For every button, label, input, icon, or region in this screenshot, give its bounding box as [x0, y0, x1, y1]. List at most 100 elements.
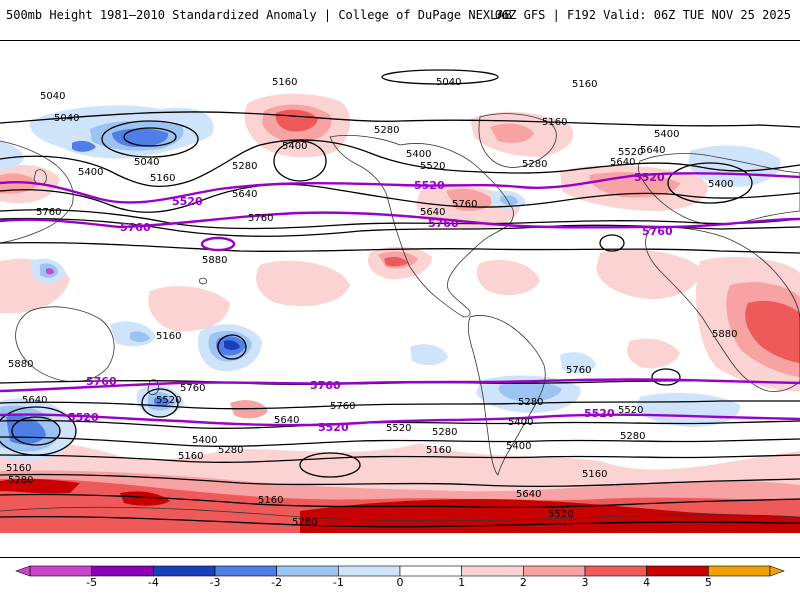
contour-line	[667, 162, 753, 204]
contour-line	[141, 388, 179, 418]
contour-label: 5520	[548, 509, 573, 520]
coastline-europe	[638, 153, 800, 226]
colorbar-bin	[523, 565, 586, 577]
contour-label: 5640	[640, 145, 665, 156]
colorbar-tick-label: -2	[271, 576, 283, 589]
contour-5520-south	[0, 413, 800, 427]
contour-5760-south	[0, 378, 800, 393]
highlight-label: 5760	[428, 217, 459, 230]
contour-label: 5640	[420, 207, 445, 218]
colorbar-bin	[214, 565, 277, 577]
colorbar-tick-label: -5	[86, 576, 98, 589]
coastline-greenland	[478, 113, 557, 168]
colorbar: -5 -4 -3 -2 -1 0 1 2 3 4 5	[0, 560, 800, 600]
contour-label: 5160	[178, 451, 203, 462]
anomaly-fill	[0, 141, 24, 169]
contour-line	[0, 400, 800, 410]
contour-label: 5280	[8, 475, 33, 486]
contour-label: 5040	[134, 157, 159, 168]
contour-label: 5400	[192, 435, 217, 446]
contour-label: 5640	[232, 189, 257, 200]
contour-label: 5280	[518, 397, 543, 408]
coastlines	[0, 113, 800, 522]
contour-label: 5280	[232, 161, 257, 172]
anomaly-fill	[300, 499, 800, 533]
anomaly-fill	[154, 396, 170, 406]
anomaly-fill	[446, 188, 494, 211]
contour-line	[0, 436, 800, 447]
colorbar-tick-label: 5	[704, 576, 712, 589]
contour-label: 5760	[36, 207, 61, 218]
contour-label: 5640	[274, 415, 299, 426]
colorbar-bin	[29, 565, 92, 577]
contour-label: 5400	[506, 441, 531, 452]
anomaly-fill	[384, 256, 408, 267]
anomaly-fill	[0, 478, 80, 494]
coastline-antarctica	[0, 506, 800, 522]
contour-label: 5160	[258, 495, 283, 506]
contour-line	[299, 452, 361, 478]
colorbar-min-arrow	[15, 565, 31, 577]
anomaly-fill	[130, 331, 150, 342]
anomaly-fill	[256, 260, 350, 307]
colorbar-tick-label: -4	[147, 576, 159, 589]
contour-label: 5520	[386, 423, 411, 434]
contour-line	[0, 406, 77, 456]
contour-label: 5400	[282, 141, 307, 152]
contour-label: 5520	[156, 395, 181, 406]
contour-line	[0, 241, 800, 254]
anomaly-fill	[596, 249, 701, 299]
contour-label: 5760	[566, 365, 591, 376]
contour-line	[0, 139, 800, 188]
anomaly-fill	[476, 259, 540, 296]
colorbar-bin	[338, 565, 401, 577]
anomaly-fill	[490, 123, 534, 143]
highlight-label: 5760	[86, 375, 117, 388]
contour-line	[0, 473, 800, 487]
contour-label: 5280	[374, 125, 399, 136]
contour-line	[0, 183, 800, 213]
contour-label: 5880	[8, 359, 33, 370]
contour-label: 5280	[620, 431, 645, 442]
contour-label: 5400	[508, 417, 533, 428]
colorbar-bin	[276, 565, 339, 577]
anomaly-fill	[224, 340, 240, 350]
highlight-label: 5520	[68, 411, 99, 424]
colorbar-bin	[708, 565, 771, 577]
anomaly-fill	[627, 338, 680, 369]
contour-line	[0, 454, 800, 463]
header: 500mb Height 1981–2010 Standardized Anom…	[0, 0, 800, 40]
coastline-asia	[0, 140, 74, 244]
anomaly-fill	[410, 344, 448, 366]
contour-label: 5280	[432, 427, 457, 438]
anomaly-fill	[0, 173, 38, 194]
contour-label: 5160	[542, 117, 567, 128]
contour-line	[0, 209, 800, 230]
height-contours	[0, 69, 800, 528]
contour-line	[273, 140, 327, 182]
contour-label: 5400	[654, 129, 679, 140]
contour-label: 5160	[150, 173, 175, 184]
highlight-label: 5760	[642, 225, 673, 238]
highlight-label: 5520	[414, 179, 445, 192]
contour-label: 5520	[420, 161, 445, 172]
coastline-north-america	[329, 135, 514, 318]
colorbar-tick-label: 3	[581, 576, 589, 589]
contour-label: 5400	[708, 179, 733, 190]
contour-label: 5040	[54, 113, 79, 124]
contour-label: 5520	[618, 147, 643, 158]
anomaly-fill	[120, 491, 170, 506]
contour-label: 5280	[218, 445, 243, 456]
colorbar-tick-label: -1	[332, 576, 344, 589]
contour-5760-north	[0, 211, 800, 229]
colorbar-svg	[15, 565, 785, 577]
contour-label: 5640	[516, 489, 541, 500]
contour-label: 5160	[156, 331, 181, 342]
highlight-label: 5520	[584, 407, 615, 420]
highlight-label: 5760	[310, 379, 341, 392]
contour-label: 5640	[22, 395, 47, 406]
map-svg: 5040 5040 5160 5040 5160 5040 5400 5160 …	[0, 69, 800, 557]
contour-label: 5880	[202, 255, 227, 266]
coastline-hawaii	[199, 277, 207, 285]
coastline-japan	[33, 169, 47, 185]
